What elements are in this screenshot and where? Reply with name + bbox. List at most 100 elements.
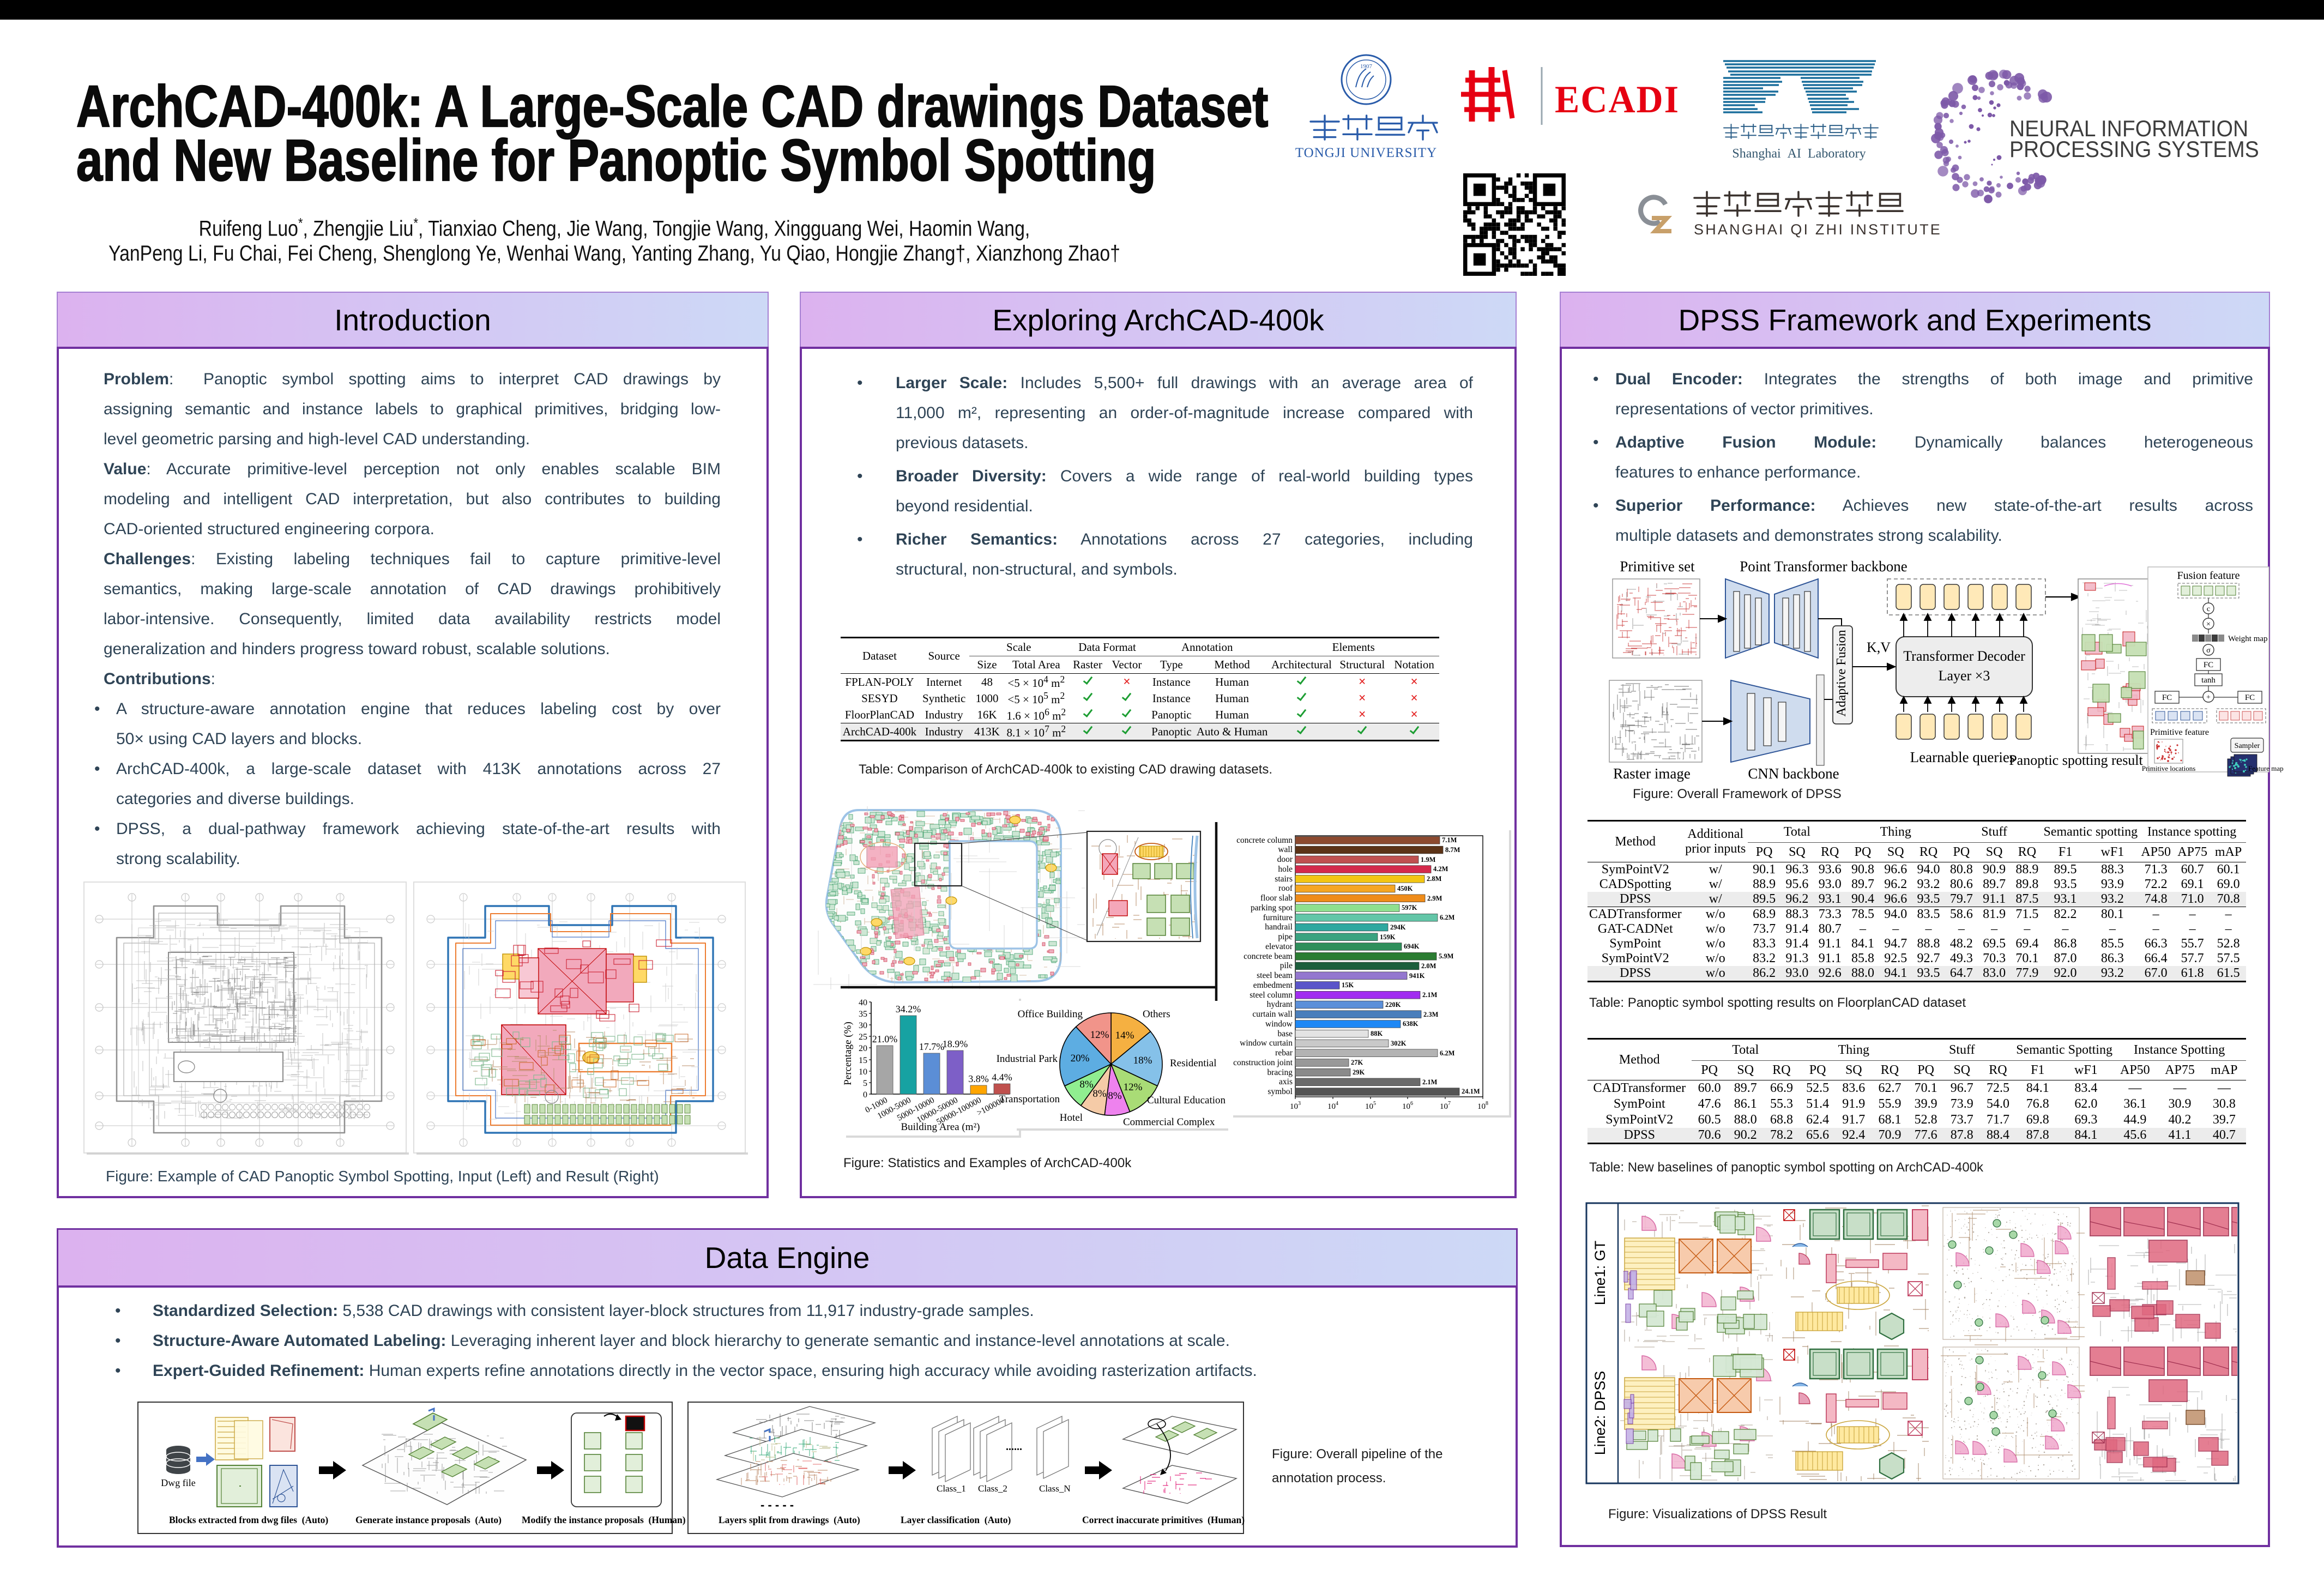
svg-text:4.2M: 4.2M — [1433, 865, 1448, 873]
svg-text:5.9M: 5.9M — [1439, 952, 1454, 960]
svg-text:hole: hole — [1278, 865, 1293, 874]
svg-text:2.0M: 2.0M — [1421, 962, 1436, 970]
svg-text:Shanghai AI Laboratory: Shanghai AI Laboratory — [1732, 147, 1866, 161]
svg-text:steel beam: steel beam — [1257, 971, 1293, 980]
svg-text:CNN backbone: CNN backbone — [1748, 765, 1839, 782]
svg-text:Primitive feature: Primitive feature — [2150, 728, 2209, 737]
svg-text:8.7M: 8.7M — [1445, 846, 1460, 854]
svg-text:Sampler: Sampler — [2235, 742, 2260, 750]
svg-text:FC: FC — [2204, 661, 2213, 669]
svg-text:Primitive locations: Primitive locations — [2142, 764, 2196, 772]
svg-text:5: 5 — [863, 1079, 867, 1088]
svg-text:floor slab: floor slab — [1260, 893, 1293, 903]
svg-text:handrail: handrail — [1265, 922, 1293, 932]
svg-text:wall: wall — [1278, 845, 1293, 854]
svg-text:8%: 8% — [1108, 1090, 1122, 1102]
svg-text:- - - - -: - - - - - — [760, 1498, 794, 1512]
svg-text:Layer classification (Auto): Layer classification (Auto) — [901, 1514, 1011, 1525]
svg-text:18%: 18% — [1133, 1055, 1152, 1066]
svg-text:Fusion feature: Fusion feature — [2177, 570, 2240, 582]
svg-text:3.8%: 3.8% — [968, 1073, 989, 1084]
svg-text:hydrant: hydrant — [1267, 1000, 1293, 1009]
svg-text:furniture: furniture — [1263, 913, 1293, 922]
svg-text:597K: 597K — [1402, 904, 1417, 911]
svg-text:34.2%: 34.2% — [896, 1004, 921, 1015]
svg-text:1.9M: 1.9M — [1421, 856, 1436, 863]
svg-text:21.0%: 21.0% — [872, 1034, 898, 1044]
svg-text:450K: 450K — [1397, 885, 1413, 892]
svg-text:Others: Others — [1143, 1009, 1170, 1020]
svg-text:35: 35 — [859, 1010, 867, 1019]
svg-text:29K: 29K — [1353, 1068, 1365, 1076]
svg-text:Weight map: Weight map — [2228, 635, 2268, 643]
svg-text:Percentage (%): Percentage (%) — [842, 1022, 854, 1085]
svg-text:941K: 941K — [1409, 972, 1425, 980]
svg-text:8%: 8% — [1079, 1079, 1094, 1090]
svg-text:17.7%: 17.7% — [919, 1041, 945, 1052]
svg-text:1907: 1907 — [1360, 63, 1373, 70]
svg-text:14%: 14% — [1115, 1030, 1134, 1041]
svg-text:Generate instance proposals (: Generate instance proposals (Auto) — [355, 1514, 502, 1525]
svg-text:concrete column: concrete column — [1236, 836, 1293, 845]
svg-text:σ: σ — [2206, 647, 2211, 655]
svg-text:curtain wall: curtain wall — [1252, 1010, 1293, 1019]
svg-text:Residential: Residential — [1170, 1058, 1216, 1069]
svg-text:FC: FC — [2162, 693, 2172, 702]
svg-text:Class_2: Class_2 — [978, 1483, 1007, 1494]
svg-text:4.4%: 4.4% — [992, 1072, 1012, 1083]
svg-text:Office Building: Office Building — [1018, 1009, 1083, 1020]
svg-text:Modify the instance proposals: Modify the instance proposals (Human) — [522, 1514, 686, 1525]
svg-text:Layer ×3: Layer ×3 — [1939, 668, 1990, 684]
svg-text:Adaptive Fusion: Adaptive Fusion — [1834, 630, 1849, 716]
svg-text:symbol: symbol — [1267, 1087, 1293, 1096]
svg-text:159K: 159K — [1380, 933, 1396, 941]
svg-text:Building Area (m²): Building Area (m²) — [901, 1121, 980, 1133]
svg-text:stairs: stairs — [1275, 874, 1293, 884]
svg-text:Blocks extracted from dwg file: Blocks extracted from dwg files (Auto) — [169, 1514, 328, 1525]
svg-text:30: 30 — [859, 1021, 867, 1030]
svg-text:302K: 302K — [1391, 1040, 1407, 1047]
svg-text:Point Transformer backbone: Point Transformer backbone — [1740, 558, 1907, 575]
svg-text:Layers split from drawings (A: Layers split from drawings (Auto) — [719, 1514, 860, 1525]
svg-text:24.1M: 24.1M — [1462, 1088, 1480, 1095]
svg-text:Transformer Decoder: Transformer Decoder — [1903, 648, 2025, 664]
svg-text:Hotel: Hotel — [1060, 1112, 1083, 1124]
svg-text:Learnable queries: Learnable queries — [1910, 749, 2015, 765]
svg-text:elevator: elevator — [1265, 942, 1293, 951]
svg-text:axis: axis — [1279, 1077, 1293, 1086]
svg-text:15K: 15K — [1342, 981, 1354, 989]
svg-text:c: c — [2207, 605, 2210, 613]
svg-text:pipe: pipe — [1278, 932, 1293, 941]
svg-text:694K: 694K — [1404, 943, 1420, 950]
svg-text:+: + — [2206, 693, 2211, 702]
svg-text:embedment: embedment — [1253, 981, 1293, 990]
svg-text:Class_1: Class_1 — [937, 1483, 966, 1494]
svg-text:8%: 8% — [1092, 1088, 1107, 1100]
svg-text:Primitive set: Primitive set — [1620, 558, 1695, 575]
svg-text:25: 25 — [859, 1032, 867, 1042]
svg-text:concrete beam: concrete beam — [1244, 952, 1293, 961]
svg-text:Dwg file: Dwg file — [161, 1477, 195, 1488]
svg-text:×: × — [2206, 620, 2211, 629]
svg-text:parking spot: parking spot — [1251, 903, 1293, 913]
svg-text:7.1M: 7.1M — [1442, 836, 1457, 844]
svg-text:Commercial Complex: Commercial Complex — [1123, 1116, 1215, 1128]
svg-text:Panoptic spotting result: Panoptic spotting result — [2009, 752, 2143, 768]
svg-text:2.1M: 2.1M — [1422, 1078, 1438, 1086]
svg-text:Line2: DPSS: Line2: DPSS — [1592, 1371, 1608, 1456]
svg-text:2.8M: 2.8M — [1427, 875, 1442, 883]
svg-text:20: 20 — [859, 1044, 867, 1053]
svg-text:ECADI: ECADI — [1555, 78, 1680, 121]
svg-text:2.3M: 2.3M — [1423, 1011, 1439, 1018]
svg-text:Line1: GT: Line1: GT — [1592, 1241, 1608, 1306]
svg-text:Class_N: Class_N — [1039, 1483, 1071, 1494]
svg-text:pile: pile — [1280, 961, 1293, 970]
svg-text:NEURAL INFORMATION: NEURAL INFORMATION — [2009, 116, 2248, 142]
svg-text:FC: FC — [2245, 693, 2255, 702]
svg-text:tanh: tanh — [2201, 676, 2216, 685]
svg-text:88K: 88K — [1371, 1030, 1383, 1037]
svg-text:window: window — [1265, 1019, 1293, 1029]
svg-text:638K: 638K — [1403, 1020, 1418, 1028]
svg-text:27K: 27K — [1351, 1059, 1363, 1066]
svg-text:6.2M: 6.2M — [1440, 914, 1455, 921]
